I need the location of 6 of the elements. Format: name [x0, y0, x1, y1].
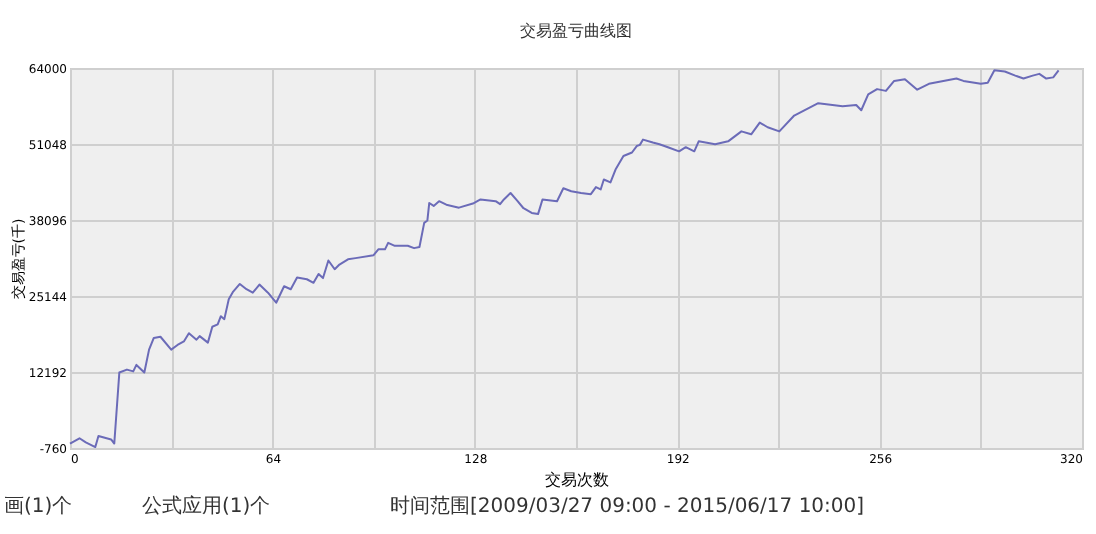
chart-title: 交易盈亏曲线图 [520, 22, 632, 40]
text: 时间范围[2009/03/27 09:00 - 2015/06/17 10:00] [390, 494, 865, 518]
text: 画(1)个 [4, 494, 73, 518]
x-axis-title: 交易次数 [545, 471, 609, 489]
text: 公式应用(1)个 [142, 494, 271, 518]
line-series [69, 69, 1060, 449]
